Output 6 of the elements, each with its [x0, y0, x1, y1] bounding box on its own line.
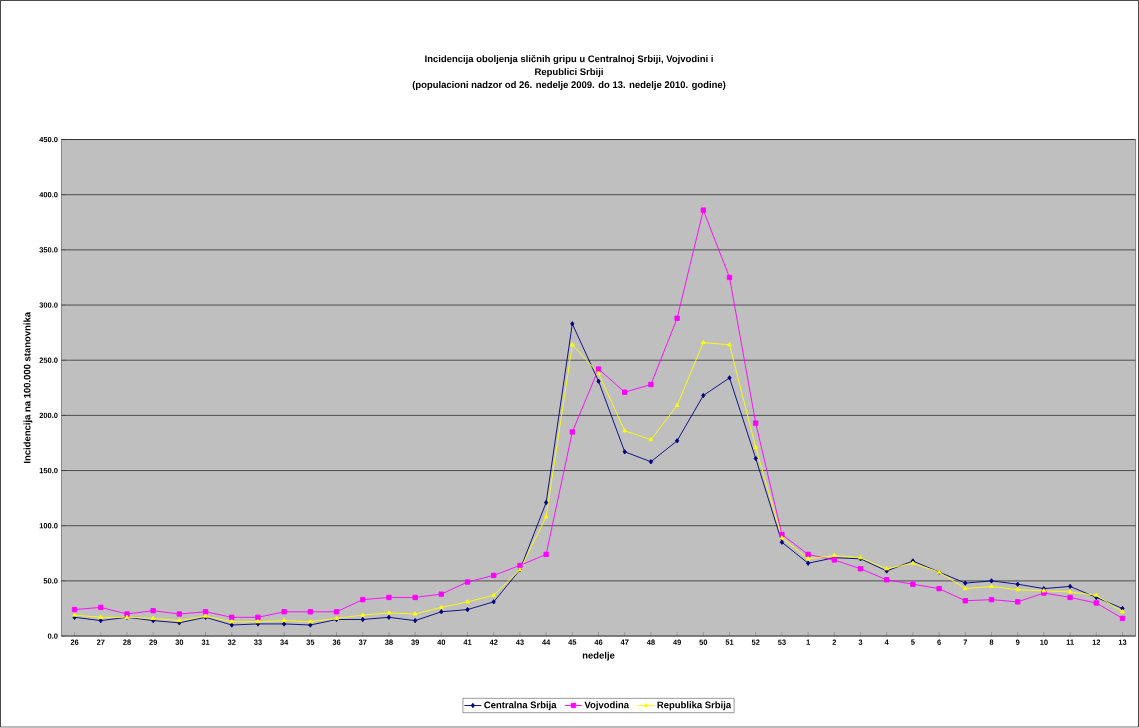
- y-axis-title: Incidencija na 100.000 stanovnika: [23, 312, 33, 464]
- x-axis-title: nedelje: [582, 651, 615, 661]
- legend-label: Centralna Srbija: [484, 701, 557, 711]
- chart-title: Incidencija oboljenja sličnih gripu u Centralnoj Srbiji, Vojvodini i Republici Srbiji (populacioni nadzor od 26. nedelje 2009. do 13. nedelje 2010. godine): [412, 55, 726, 91]
- legend-label: Republika Srbija: [657, 701, 732, 711]
- legend-label: Vojvodina: [584, 701, 630, 711]
